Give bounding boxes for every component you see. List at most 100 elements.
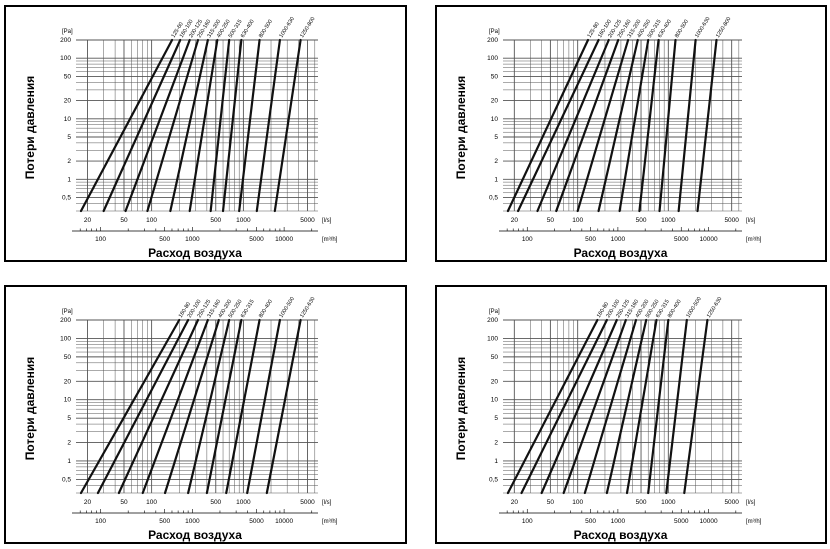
series-line-800-500 xyxy=(238,38,261,213)
y-axis-title: Потери давления xyxy=(454,357,468,461)
series-label-1250-800: 1250-800 xyxy=(715,16,732,39)
series-line-1250-800 xyxy=(273,38,302,213)
x-tick-label: 5000 xyxy=(724,217,739,224)
y-tick-label: 10 xyxy=(64,116,72,123)
series-label-800-500: 800-500 xyxy=(258,19,274,39)
x-tick-label: 500 xyxy=(210,499,221,506)
x-unit: [l/s] xyxy=(746,218,756,224)
x-tick-label: 50 xyxy=(547,217,555,224)
series-label-1000-630: 1000-630 xyxy=(279,16,296,39)
y-unit: [Pa] xyxy=(62,29,73,35)
x2-tick-label: 100 xyxy=(522,236,533,243)
x2-tick-label: 1000 xyxy=(611,518,626,525)
y-tick-label: 2 xyxy=(494,158,498,165)
series-group xyxy=(506,38,718,213)
y-tick-label: 0,5 xyxy=(489,476,498,483)
x-axis-title: Расход воздуха xyxy=(574,246,668,260)
chart-svg: 125-60160-100200-125250-160315-200400-25… xyxy=(23,16,338,260)
y-axis-title: Потери давления xyxy=(454,76,468,180)
y-tick-label: 1 xyxy=(67,458,71,465)
x2-unit: [m³/h] xyxy=(746,237,762,243)
chart-panel-4: 160-80 200-100 250-125 315-160 400-200 500-25… xyxy=(435,285,827,544)
series-line-500-250 xyxy=(605,318,648,495)
x2-tick-label: 500 xyxy=(159,518,170,525)
series-line-160-80 xyxy=(79,318,181,495)
x-unit: [l/s] xyxy=(322,500,332,506)
x2-tick-label: 500 xyxy=(585,518,596,525)
x-tick-label: 100 xyxy=(572,217,583,224)
series-line-250-125 xyxy=(117,318,200,495)
y-tick-label: 1 xyxy=(494,176,498,183)
x2-tick-label: 100 xyxy=(95,518,106,525)
series-line-1000-630 xyxy=(677,38,697,213)
x2-tick-label: 10000 xyxy=(699,518,717,525)
y-tick-label: 2 xyxy=(494,440,498,447)
x-tick-label: 5000 xyxy=(300,499,315,506)
y-tick-label: 200 xyxy=(60,37,71,44)
x-tick-label: 5000 xyxy=(724,499,739,506)
x-tick-label: 500 xyxy=(636,217,647,224)
chart-svg: 160-80200-100250-125315-160400-200500-25… xyxy=(454,296,762,542)
x-axis-title: Расход воздуха xyxy=(148,528,242,542)
y-tick-label: 5 xyxy=(67,134,71,141)
series-label-800-500: 800-500 xyxy=(674,19,690,39)
series-line-1250-630 xyxy=(265,318,302,495)
series-label-800-400: 800-400 xyxy=(258,299,274,319)
series-line-400-250 xyxy=(597,38,639,213)
grid-vertical xyxy=(87,40,316,211)
series-line-250-125 xyxy=(540,318,618,495)
x2-tick-label: 5000 xyxy=(249,236,264,243)
x-axis-title: Расход воздуха xyxy=(148,246,242,260)
series-line-500-315 xyxy=(618,38,650,213)
y-tick-label: 50 xyxy=(64,354,72,361)
series-line-630-315 xyxy=(625,318,658,495)
series-line-250-160 xyxy=(555,38,620,213)
x-tick-label: 1000 xyxy=(661,499,676,506)
y-tick-label: 20 xyxy=(491,378,499,385)
y-tick-label: 100 xyxy=(60,335,71,342)
series-line-315-200 xyxy=(576,38,630,213)
series-line-400-250 xyxy=(188,38,219,213)
series-group xyxy=(506,318,709,495)
y-tick-label: 10 xyxy=(64,397,72,404)
y-tick-label: 100 xyxy=(487,335,498,342)
series-line-630-315 xyxy=(205,318,243,495)
y-tick-label: 5 xyxy=(494,415,498,422)
y-tick-label: 5 xyxy=(67,415,71,422)
x-tick-label: 1000 xyxy=(661,217,676,224)
series-line-800-500 xyxy=(658,38,677,213)
x2-tick-label: 1000 xyxy=(611,236,626,243)
y-tick-label: 200 xyxy=(487,317,498,324)
series-line-125-60 xyxy=(79,38,174,213)
x2-tick-label: 5000 xyxy=(249,518,264,525)
x-tick-label: 20 xyxy=(511,217,519,224)
y-tick-label: 2 xyxy=(67,158,71,165)
y-axis-title: Потери давления xyxy=(23,357,37,461)
x-tick-label: 50 xyxy=(547,499,555,506)
x2-tick-label: 100 xyxy=(522,518,533,525)
y-tick-label: 100 xyxy=(60,55,71,62)
y-tick-label: 50 xyxy=(64,73,72,80)
x-tick-label: 5000 xyxy=(300,217,315,224)
x2-tick-label: 1000 xyxy=(185,236,200,243)
x2-tick-label: 1000 xyxy=(185,518,200,525)
series-line-1250-630 xyxy=(683,318,709,495)
y-tick-label: 5 xyxy=(494,134,498,141)
y-unit: [Pa] xyxy=(489,29,500,35)
series-line-1250-800 xyxy=(696,38,718,213)
chart-panel-3: 160-80 200-100 250-125 315-160 400-200 500-25… xyxy=(4,285,407,544)
y-tick-label: 100 xyxy=(487,55,498,62)
x2-unit: [m³/h] xyxy=(322,519,338,525)
x-tick-label: 500 xyxy=(636,499,647,506)
series-line-200-100 xyxy=(520,318,608,495)
series-line-160-100 xyxy=(516,38,600,213)
x-tick-label: 500 xyxy=(210,217,221,224)
chart-svg: 160-80200-100250-125315-160400-200500-25… xyxy=(23,296,338,542)
series-label-1250-800: 1250-800 xyxy=(299,16,316,39)
y-tick-label: 10 xyxy=(491,116,499,123)
series-label-1250-630: 1250-630 xyxy=(299,296,316,319)
x2-tick-label: 500 xyxy=(159,236,170,243)
series-line-400-200 xyxy=(163,318,220,495)
grid-horizontal xyxy=(76,39,318,212)
x-tick-label: 20 xyxy=(511,499,519,506)
